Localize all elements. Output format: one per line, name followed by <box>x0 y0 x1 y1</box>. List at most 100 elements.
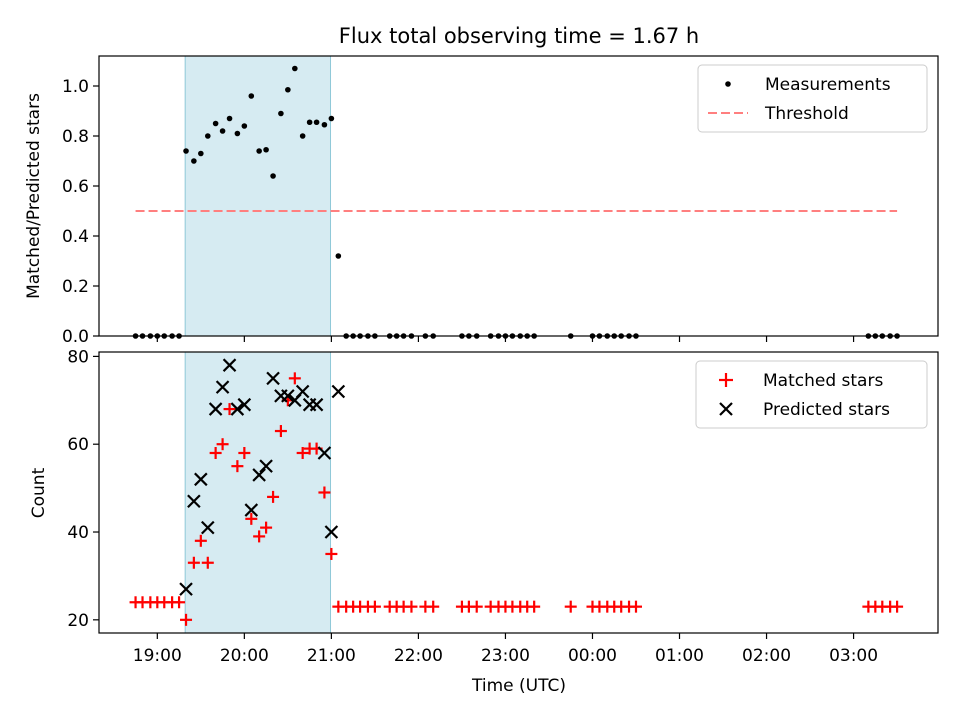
top-legend-box <box>697 64 928 133</box>
legend-matched-label: Matched stars <box>763 371 883 391</box>
bottom-xtick-label: 01:00 <box>655 646 704 666</box>
bottom-xtick-label: 00:00 <box>568 646 617 666</box>
predicted-point <box>194 472 208 487</box>
measurement-point <box>278 110 284 117</box>
top-panel: 0.0 0.2 0.4 0.6 0.8 1.0 Matched/Predicted sta… <box>24 55 939 347</box>
top-ylabel: Matched/Predicted stars <box>24 93 44 299</box>
predicted-point <box>222 358 237 372</box>
predicted-point <box>187 494 201 509</box>
measurement-point <box>256 148 262 154</box>
matched-point <box>267 490 280 503</box>
measurement-point <box>306 119 313 126</box>
top-ytick-label: 0.0 <box>62 327 89 347</box>
predicted-point <box>281 389 295 403</box>
predicted-point <box>295 384 310 399</box>
matched-point <box>231 460 244 473</box>
bottom-xtick-label: 20:00 <box>220 646 269 666</box>
measurement-point <box>285 86 291 93</box>
predicted-point <box>331 384 346 399</box>
measurement-point <box>313 119 320 126</box>
matched-point <box>180 613 193 626</box>
bottom-legend: Matched stars Predicted stars <box>695 360 928 429</box>
measurement-point <box>212 120 219 127</box>
measurement-point <box>183 148 189 154</box>
bottom-xtick-label: 21:00 <box>307 646 356 666</box>
matched-point <box>427 600 440 613</box>
legend-measurements-marker <box>725 81 731 87</box>
matched-point <box>238 446 251 459</box>
measurement-point <box>248 93 255 99</box>
matched-point <box>223 403 236 416</box>
predicted-point <box>324 525 339 539</box>
measurement-point <box>263 146 269 153</box>
matched-point <box>187 556 200 569</box>
measurement-point <box>328 115 335 122</box>
measurement-point <box>299 133 306 139</box>
predicted-point <box>237 397 252 412</box>
matched-point <box>260 521 273 534</box>
measurement-point <box>198 150 204 157</box>
bottom-ytick-label: 40 <box>67 523 89 543</box>
matched-point <box>253 530 266 543</box>
predicted-point <box>259 459 273 473</box>
bottom-ytick-label: 20 <box>67 611 89 631</box>
top-legend: Measurements Threshold <box>697 64 928 133</box>
matched-point <box>201 556 214 569</box>
bottom-plot-frame <box>98 351 939 634</box>
matched-point <box>470 600 483 613</box>
legend-threshold-label: Threshold <box>764 104 849 124</box>
matched-point <box>564 600 577 613</box>
bottom-panel: 20 40 60 80 19:00 20:00 21:00 22:00 23:00 00:00 0… <box>29 347 939 696</box>
matched-point <box>288 372 301 385</box>
legend-predicted-label: Predicted stars <box>763 400 890 420</box>
predicted-point <box>317 446 332 460</box>
chart-title: Flux total observing time = 1.67 h <box>339 24 699 48</box>
predicted-point <box>252 468 266 482</box>
top-ytick-label: 1.0 <box>62 77 89 97</box>
matched-point <box>296 446 309 459</box>
matched-point <box>194 534 207 547</box>
top-plot-frame <box>98 55 939 337</box>
matched-point <box>891 600 904 613</box>
measurement-point <box>321 121 328 128</box>
matched-point <box>274 425 287 438</box>
measurement-point <box>219 128 226 134</box>
predicted-point <box>215 380 230 394</box>
legend-matched-marker <box>719 373 733 387</box>
bottom-ytick-label: 60 <box>67 435 89 455</box>
legend-predicted-marker <box>719 402 733 416</box>
measurement-point <box>241 123 248 129</box>
measurement-point <box>234 130 241 137</box>
bottom-xtick-label: 03:00 <box>829 646 878 666</box>
matched-point <box>216 438 229 451</box>
bottom-ylabel: Count <box>29 467 49 518</box>
matched-point <box>629 600 642 613</box>
bottom-xtick-label: 23:00 <box>481 646 530 666</box>
matched-point <box>405 600 418 613</box>
bottom-xtick-label: 22:00 <box>394 646 443 666</box>
bottom-xtick-label: 02:00 <box>742 646 791 666</box>
bottom-legend-box <box>695 360 928 429</box>
top-ytick-label: 0.8 <box>62 127 89 147</box>
predicted-point <box>201 520 215 535</box>
bottom-xlabel: Time (UTC) <box>471 676 566 696</box>
top-ytick-label: 0.6 <box>62 177 89 197</box>
top-ytick-label: 0.4 <box>62 227 89 247</box>
predicted-point <box>208 402 223 416</box>
predicted-point <box>230 402 245 416</box>
matched-point <box>528 600 541 613</box>
top-ytick-label: 0.2 <box>62 277 89 297</box>
predicted-point <box>244 503 259 517</box>
legend-measurements-label: Measurements <box>765 75 891 95</box>
bottom-ytick-label: 80 <box>67 347 89 367</box>
matched-point <box>209 446 222 459</box>
matched-point <box>173 596 186 609</box>
predicted-point <box>179 582 193 596</box>
matched-point <box>325 547 338 560</box>
measurement-point <box>204 133 211 139</box>
matched-point <box>318 486 331 499</box>
bottom-shaded-span <box>184 351 332 634</box>
measurement-point <box>226 115 233 122</box>
predicted-point <box>309 397 324 412</box>
